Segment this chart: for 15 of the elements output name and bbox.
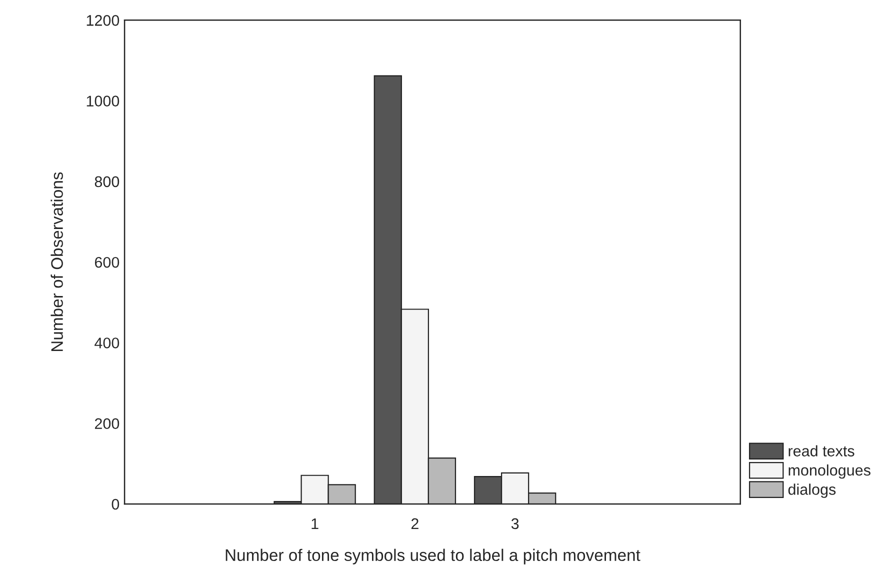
y-tick-label: 600 [94,256,120,268]
y-tick-label: 1000 [86,96,120,106]
legend-label: read texts [788,445,854,456]
x-tick-label: 3 [511,518,519,530]
y-axis-title: Number of Observations [50,172,63,352]
x-axis-title: Number of tone symbols used to label a pitch movement [226,548,640,564]
x-tick-label: 1 [312,518,318,529]
legend-label: dialogs [788,484,836,498]
y-tick-label: 400 [94,338,120,348]
y-tick-label: 1200 [86,15,120,26]
y-tick-label: 200 [94,418,120,430]
y-tick-label: 800 [94,176,120,188]
x-tick-label: 2 [411,518,418,529]
legend-label: monologues [788,464,870,479]
y-tick-label: 0 [112,498,120,510]
